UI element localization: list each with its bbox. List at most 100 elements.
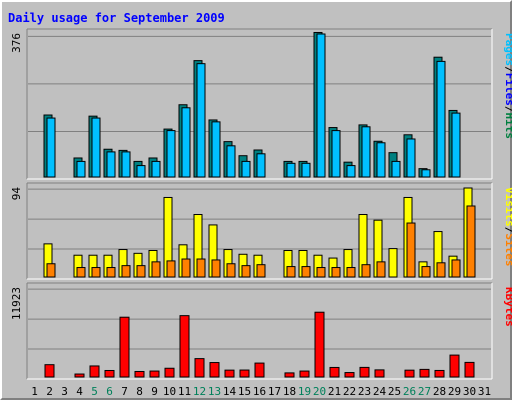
bar-kbytes-day-8 xyxy=(134,370,145,378)
bar-kbytes-day-15 xyxy=(239,369,250,378)
x-tick-label-day-23: 23 xyxy=(358,385,371,398)
x-tick-label-day-28: 28 xyxy=(433,385,446,398)
bar-pages-day-29 xyxy=(451,112,461,178)
bar-sites-day-13 xyxy=(211,259,221,278)
legend-visits-sites: Visits/Sites xyxy=(503,187,512,267)
bar-sites-day-4 xyxy=(76,267,86,278)
bar-sites-day-14 xyxy=(226,263,236,278)
x-tick-label-day-9: 9 xyxy=(151,385,158,398)
x-tick-label-day-29: 29 xyxy=(448,385,461,398)
x-tick-label-day-10: 10 xyxy=(163,385,176,398)
bar-pages-day-28 xyxy=(436,60,446,178)
legend-entry: KBytes xyxy=(503,287,512,327)
bar-sites-day-26 xyxy=(406,222,416,278)
bar-kbytes-day-28 xyxy=(434,369,445,378)
x-tick-label-day-31: 31 xyxy=(478,385,491,398)
bar-kbytes-day-11 xyxy=(179,315,190,378)
bar-pages-day-20 xyxy=(316,33,326,178)
legend-entry: Files xyxy=(503,73,512,106)
bar-pages-day-13 xyxy=(211,121,221,178)
y-max-label-pages-files-hits: 376 xyxy=(10,33,23,53)
x-tick-label-day-30: 30 xyxy=(463,385,476,398)
bar-kbytes-day-29 xyxy=(449,354,460,378)
bar-kbytes-day-6 xyxy=(104,369,115,378)
bar-sites-day-6 xyxy=(106,267,116,278)
chart-title: Daily usage for September 2009 xyxy=(8,11,225,25)
bar-sites-day-9 xyxy=(151,261,161,278)
bar-kbytes-day-20 xyxy=(314,311,325,378)
bar-pages-day-15 xyxy=(241,160,251,178)
x-tick-label-day-12: 12 xyxy=(193,385,206,398)
bar-kbytes-day-10 xyxy=(164,367,175,378)
bar-pages-day-16 xyxy=(256,153,266,178)
x-tick-label-day-8: 8 xyxy=(136,385,143,398)
bar-kbytes-day-18 xyxy=(284,372,295,378)
x-tick-label-day-13: 13 xyxy=(208,385,221,398)
bar-sites-day-16 xyxy=(256,264,266,278)
x-tick-label-day-21: 21 xyxy=(328,385,341,398)
bar-kbytes-day-19 xyxy=(299,370,310,378)
x-tick-label-day-4: 4 xyxy=(76,385,83,398)
y-max-label-kbytes: 11923 xyxy=(10,287,23,320)
legend-kbytes: KBytes xyxy=(503,287,512,327)
bar-sites-day-15 xyxy=(241,265,251,278)
bar-pages-day-22 xyxy=(346,165,356,178)
bar-sites-day-28 xyxy=(436,262,446,278)
bar-kbytes-day-14 xyxy=(224,369,235,378)
bar-pages-day-25 xyxy=(391,160,401,178)
bar-kbytes-day-26 xyxy=(404,369,415,378)
x-tick-label-day-14: 14 xyxy=(223,385,237,398)
y-max-label-visits-sites: 94 xyxy=(10,187,23,201)
legend-entry: / xyxy=(503,227,512,234)
bar-kbytes-day-12 xyxy=(194,358,205,378)
x-tick-label-day-26: 26 xyxy=(403,385,416,398)
bar-kbytes-day-2 xyxy=(44,364,55,378)
x-tick-label-day-11: 11 xyxy=(178,385,191,398)
bar-kbytes-day-13 xyxy=(209,362,220,378)
legend-entry: / xyxy=(503,66,512,73)
bar-sites-day-20 xyxy=(316,267,326,278)
bar-pages-day-4 xyxy=(76,160,86,178)
legend-entry: Hits xyxy=(503,113,512,140)
bar-pages-day-7 xyxy=(121,151,131,178)
legend-entry: / xyxy=(503,106,512,113)
x-tick-label-day-16: 16 xyxy=(253,385,266,398)
bar-kbytes-day-27 xyxy=(419,368,430,378)
bar-kbytes-day-16 xyxy=(254,362,265,378)
x-tick-label-day-22: 22 xyxy=(343,385,356,398)
bar-sites-day-18 xyxy=(286,266,296,278)
bar-pages-day-12 xyxy=(196,63,206,178)
bar-sites-day-21 xyxy=(331,267,341,278)
bar-sites-day-5 xyxy=(91,267,101,278)
x-tick-label-day-19: 19 xyxy=(298,385,311,398)
bar-visits-day-25 xyxy=(388,248,398,278)
legend-entry: Sites xyxy=(503,233,512,266)
bar-pages-day-24 xyxy=(376,142,386,178)
x-tick-label-day-1: 1 xyxy=(31,385,38,398)
x-tick-label-day-2: 2 xyxy=(46,385,53,398)
bar-sites-day-10 xyxy=(166,260,176,278)
x-tick-label-day-15: 15 xyxy=(238,385,251,398)
bar-pages-day-8 xyxy=(136,165,146,178)
legend-pages-files-hits: Pages/Files/Hits xyxy=(503,33,512,139)
bar-pages-day-6 xyxy=(106,151,116,178)
bar-sites-day-11 xyxy=(181,258,191,278)
bar-pages-day-26 xyxy=(406,138,416,178)
bar-pages-day-23 xyxy=(361,126,371,178)
bar-sites-day-2 xyxy=(46,263,56,278)
bar-pages-day-18 xyxy=(286,162,296,178)
bar-sites-day-24 xyxy=(376,261,386,278)
legend-entry: Pages xyxy=(503,33,512,66)
bar-pages-day-21 xyxy=(331,130,341,178)
bar-sites-day-29 xyxy=(451,259,461,278)
x-tick-label-day-6: 6 xyxy=(106,385,113,398)
bar-pages-day-11 xyxy=(181,107,191,178)
x-tick-label-day-27: 27 xyxy=(418,385,431,398)
x-tick-label-day-24: 24 xyxy=(373,385,387,398)
bar-sites-day-22 xyxy=(346,267,356,278)
bar-sites-day-7 xyxy=(121,265,131,278)
x-tick-label-day-25: 25 xyxy=(388,385,401,398)
x-tick-label-day-18: 18 xyxy=(283,385,296,398)
